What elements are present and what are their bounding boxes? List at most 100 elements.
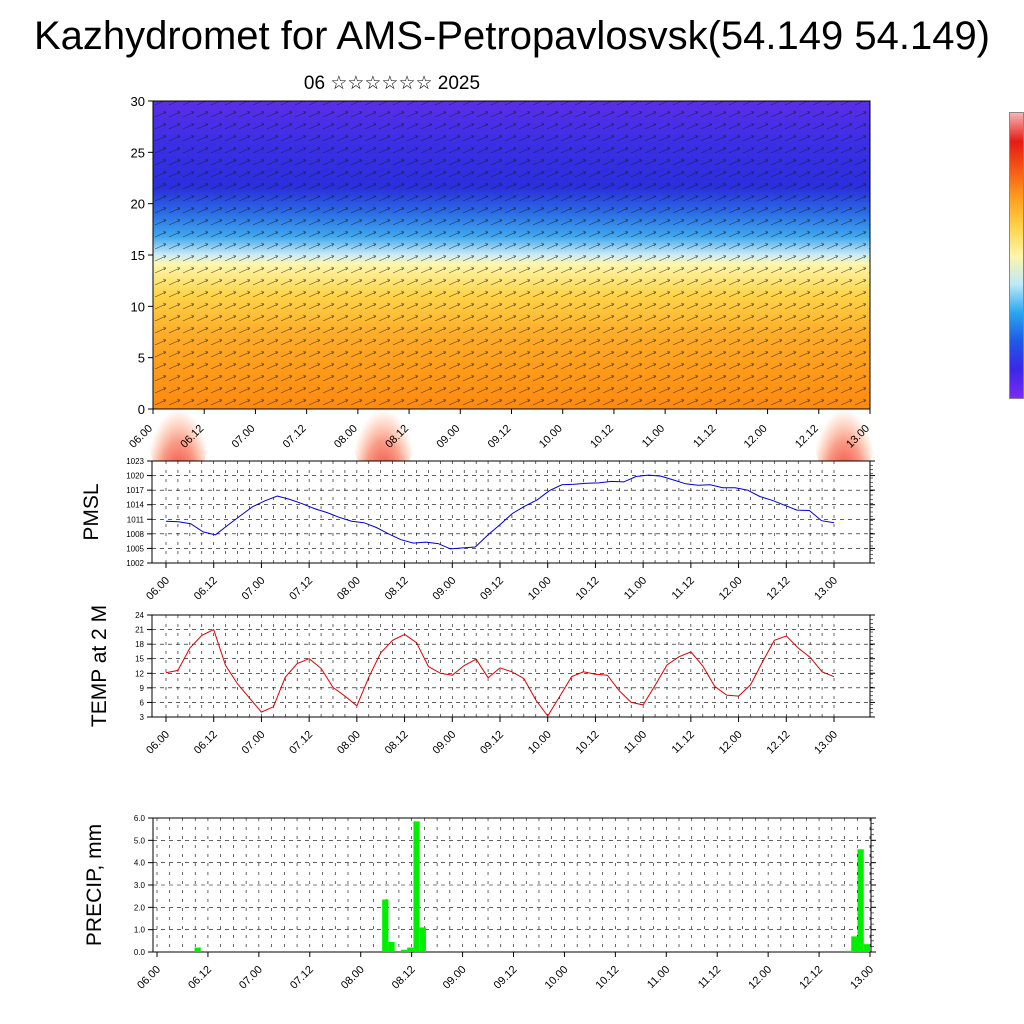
x-tick-label: 13.00 (812, 575, 840, 603)
y-tick-label: 6.0 (134, 814, 146, 823)
y-tick-label: 24 (135, 611, 144, 620)
y-tick-label: 1011 (127, 515, 145, 524)
x-tick-label: 09.12 (478, 575, 506, 603)
x-tick-label: 12.00 (742, 423, 770, 451)
panel-frame (152, 817, 872, 953)
temp-panel: 3 6 9 12 15 18 21 24 06.00 06.12 07.00 07.12 08.00 08… (88, 605, 875, 757)
x-tick-label: 08.12 (383, 729, 411, 757)
y-axis-label: PRECIP, mm (83, 824, 106, 946)
x-tick-label: 09.00 (430, 575, 458, 603)
x-tick-label: 07.12 (288, 964, 316, 992)
x-tick-label: 07.12 (287, 575, 315, 603)
y-tick-label: 21 (135, 626, 144, 635)
pmsl-panel: 1002 1005 1008 1011 1014 1017 1020 1023 06.00 06.… (80, 457, 875, 603)
x-tick-label: 11.00 (640, 423, 667, 450)
y-tick-label: 1017 (126, 486, 144, 495)
y-tick-label: 0.0 (134, 948, 146, 957)
y-tick-label: 15 (131, 248, 145, 263)
y-tick-label: 1005 (126, 544, 144, 553)
x-tick-label: 11.12 (670, 575, 697, 602)
x-tick-label: 12.12 (764, 575, 792, 603)
x-tick-label: 07.00 (230, 423, 258, 451)
x-tick-label: 09.12 (486, 423, 514, 451)
x-tick-label: 08.00 (335, 729, 363, 757)
x-tick-label: 10.12 (574, 575, 602, 603)
x-tick-label: 10.12 (574, 729, 602, 757)
x-tick-label: 12.00 (717, 575, 745, 603)
x-tick-label: 09.00 (441, 964, 469, 992)
page-title: Kazhydromet for AMS-Petropavlosvsk(54.14… (33, 14, 991, 58)
y-tick-label: 5.0 (134, 836, 146, 845)
x-tick-label: 07.00 (240, 729, 268, 757)
y-tick-label: 1023 (126, 457, 144, 466)
x-tick-label: 07.12 (287, 729, 315, 757)
x-tick-label: 10.00 (526, 575, 554, 603)
x-tick-label: 08.00 (339, 964, 367, 992)
y-axis-label: PMSL (80, 483, 103, 540)
x-tick-label: 11.12 (691, 423, 718, 450)
x-tick-label: 06.12 (192, 575, 220, 603)
x-tick-label: 08.12 (390, 964, 418, 992)
x-tick-label: 12.12 (764, 729, 792, 757)
precip-bar (400, 949, 408, 952)
y-tick-label: 0 (138, 402, 145, 417)
colorbar (1009, 112, 1024, 399)
x-tick-label: 07.00 (240, 575, 268, 603)
precip-bar (851, 936, 858, 952)
x-tick-label: 10.00 (543, 964, 571, 992)
x-tick-label: 09.12 (492, 964, 520, 992)
x-tick-label: 11.12 (670, 729, 697, 756)
x-tick-label: 11.00 (622, 729, 649, 756)
precip-bar (419, 927, 426, 952)
x-tick-label: 09.12 (478, 729, 506, 757)
chart-subtitle: 06 ☆☆☆☆☆☆ 2025 (303, 73, 481, 94)
x-tick-label: 11.00 (645, 964, 672, 991)
x-tick-label: 11.00 (622, 575, 649, 602)
y-tick-label: 6 (140, 698, 145, 707)
x-tick-label: 12.00 (717, 729, 745, 757)
x-tick-label: 06.12 (186, 964, 214, 992)
precip-bar (413, 821, 420, 952)
y-tick-label: 12 (135, 669, 144, 678)
x-tick-label: 07.12 (281, 423, 309, 451)
x-tick-label: 08.12 (383, 575, 411, 603)
x-tick-label: 08.00 (335, 575, 363, 603)
x-tick-label: 06.00 (135, 964, 163, 992)
y-axis-label: TEMP at 2 M (88, 605, 111, 727)
precip-bar (382, 899, 389, 952)
y-tick-label: 5 (138, 351, 145, 366)
series-line (165, 474, 835, 550)
precip-bar (388, 941, 395, 952)
y-tick-label: 20 (131, 197, 145, 212)
y-tick-label: 1008 (126, 530, 144, 539)
y-tick-label: 1002 (126, 559, 144, 568)
x-tick-label: 06.00 (144, 575, 172, 603)
x-tick-label: 10.12 (588, 423, 616, 451)
panel-frame (151, 460, 871, 564)
wind-vectors (153, 101, 870, 409)
x-tick-label: 10.00 (537, 423, 565, 451)
y-tick-label: 1020 (126, 472, 144, 481)
x-tick-label: 13.00 (848, 964, 876, 992)
y-tick-label: 4.0 (134, 859, 146, 868)
x-tick-label: 09.00 (434, 423, 462, 451)
y-tick-label: 3 (140, 713, 145, 722)
x-tick-label: 07.00 (237, 964, 265, 992)
x-tick-label: 13.00 (812, 729, 840, 757)
x-tick-label: 10.00 (526, 729, 554, 757)
y-tick-label: 3.0 (134, 881, 146, 890)
y-tick-label: 2.0 (134, 903, 146, 912)
series-line (165, 628, 835, 717)
y-tick-label: 15 (135, 655, 144, 664)
precip-panel: 0.0 1.0 2.0 3.0 4.0 5.0 6.0 06.00 06.12 07.00 07.1… (83, 814, 876, 992)
x-tick-label: 12.00 (746, 964, 774, 992)
precip-bar (857, 849, 864, 952)
precip-bar (863, 944, 870, 952)
y-tick-label: 9 (140, 684, 145, 693)
y-tick-label: 1.0 (134, 926, 146, 935)
y-tick-label: 30 (131, 94, 145, 109)
precip-bar (194, 947, 201, 952)
panel-frame (151, 614, 871, 718)
x-tick-label: 11.12 (696, 964, 723, 991)
